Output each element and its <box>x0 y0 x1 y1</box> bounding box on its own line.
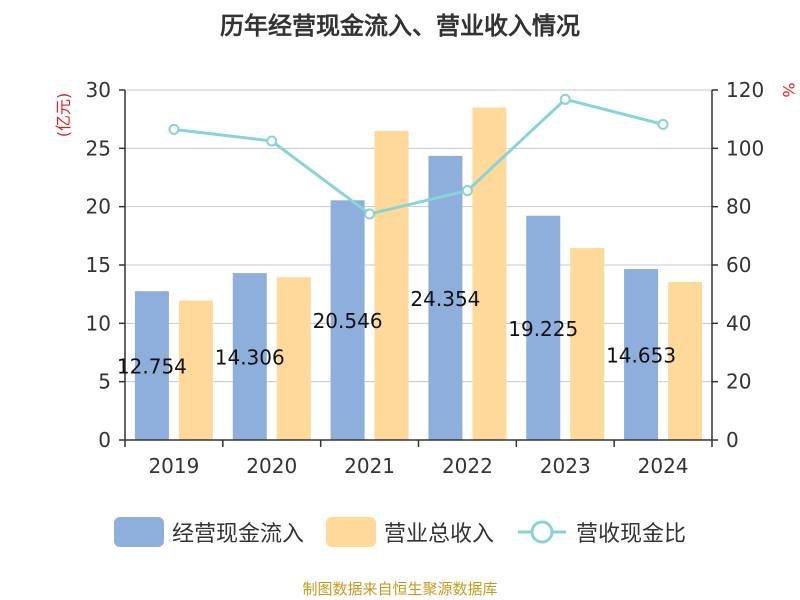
bar-inflow <box>428 155 463 440</box>
bar-revenue <box>472 107 507 440</box>
bar-revenue <box>570 248 605 440</box>
ratio-point <box>657 118 669 130</box>
bar-label-inflow: 20.546 <box>313 309 383 333</box>
ratio-point <box>461 185 473 197</box>
data-labels: 12.754 14.306 20.546 24.354 19.225 14.653 <box>117 287 676 379</box>
x-tick-label: 2020 <box>246 454 297 478</box>
ratio-line <box>173 97 664 216</box>
bar-inflow <box>134 291 169 440</box>
bar-revenue <box>374 130 409 441</box>
right-axis-unit: % <box>779 82 798 97</box>
left-tick-label: 5 <box>98 370 111 394</box>
bar-label-inflow: 14.653 <box>606 344 676 368</box>
left-axis-unit: (亿元) <box>54 93 73 138</box>
legend-label-inflow: 经营现金流入 <box>171 522 304 547</box>
right-tick-label: 0 <box>726 428 739 452</box>
right-tick-label: 80 <box>726 195 751 219</box>
combo-chart: 0 5 10 15 20 25 30 0 20 40 60 80 100 120 2019 2020 2021 2… <box>54 78 798 478</box>
right-tick-label: 20 <box>726 370 751 394</box>
ratio-point <box>168 123 180 135</box>
left-tick-label: 10 <box>86 311 111 335</box>
left-tick-label: 30 <box>86 78 111 102</box>
bar-revenue <box>178 300 213 440</box>
right-tick-label: 120 <box>726 78 764 102</box>
x-tick-label: 2019 <box>148 454 199 478</box>
legend-swatch-revenue <box>325 517 376 547</box>
left-tick-label: 0 <box>98 428 111 452</box>
x-tick-label: 2022 <box>442 454 493 478</box>
bar-label-inflow: 12.754 <box>117 355 187 379</box>
legend-item-inflow[interactable]: 经营现金流入 <box>113 516 304 548</box>
right-tick-label: 60 <box>726 253 751 277</box>
chart-title: 历年经营现金流入、营业收入情况 <box>220 12 580 40</box>
bar-inflow <box>624 269 659 440</box>
ratio-point <box>364 208 376 220</box>
legend: 经营现金流入 营业总收入 营收现金比 <box>0 516 800 548</box>
bar-inflow <box>232 273 267 440</box>
legend-label-revenue: 营业总收入 <box>383 522 494 547</box>
source-note: 制图数据来自恒生聚源数据库 <box>302 580 498 598</box>
right-tick-label: 40 <box>726 311 751 335</box>
legend-item-ratio[interactable]: 营收现金比 <box>516 516 686 548</box>
bar-inflow <box>526 215 561 440</box>
x-tick-label: 2021 <box>344 454 395 478</box>
axes: 0 5 10 15 20 25 30 0 20 40 60 80 100 120 2019 2020 2021 2… <box>86 78 765 478</box>
legend-label-ratio: 营收现金比 <box>576 522 687 547</box>
bar-series <box>134 107 703 441</box>
grid-lines <box>125 89 712 383</box>
bar-inflow <box>330 200 365 440</box>
left-tick-label: 15 <box>86 253 111 277</box>
x-tick-label: 2024 <box>638 454 689 478</box>
left-tick-label: 25 <box>86 136 111 160</box>
bar-label-inflow: 24.354 <box>410 287 480 311</box>
bar-label-inflow: 19.225 <box>508 317 578 341</box>
left-tick-label: 20 <box>86 195 111 219</box>
line-series <box>168 93 669 220</box>
bar-revenue <box>276 277 311 440</box>
bar-revenue <box>668 281 703 440</box>
legend-swatch-inflow <box>113 517 164 547</box>
ratio-point <box>266 135 278 147</box>
legend-item-revenue[interactable]: 营业总收入 <box>325 516 494 548</box>
x-tick-label: 2023 <box>540 454 591 478</box>
ratio-point <box>559 93 571 105</box>
right-tick-label: 100 <box>726 136 764 160</box>
legend-line-marker-icon <box>518 520 566 544</box>
bar-label-inflow: 14.306 <box>215 346 285 370</box>
